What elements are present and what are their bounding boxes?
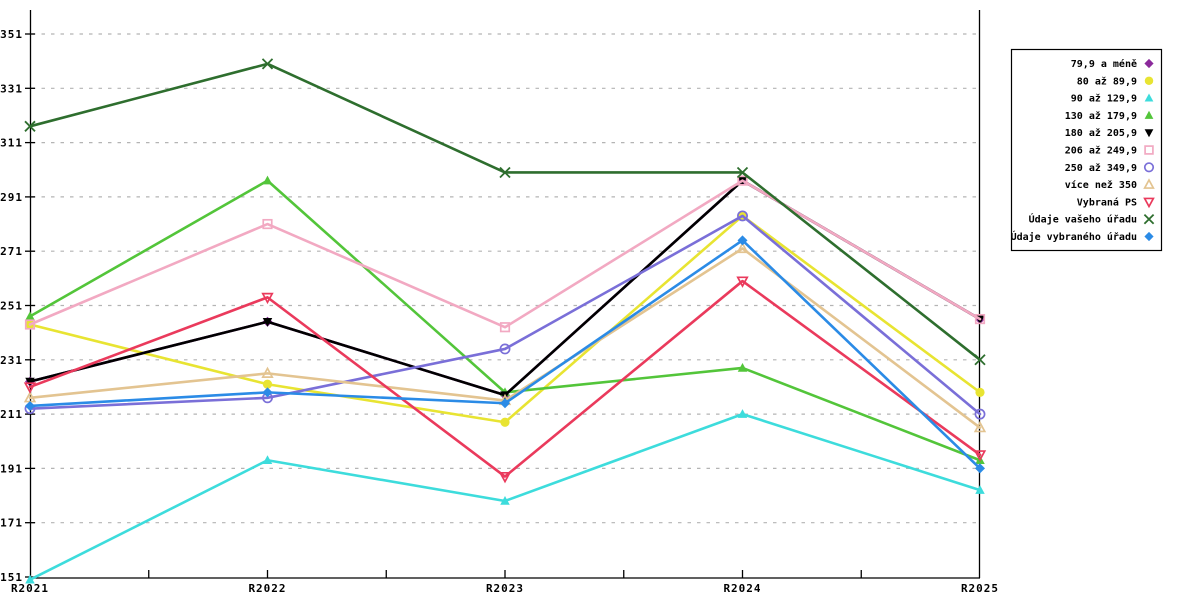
y-tick-label: 331 <box>0 82 23 95</box>
y-tick-label: 271 <box>0 245 23 258</box>
y-tick-label: 351 <box>0 28 23 41</box>
series-line <box>28 62 982 362</box>
data-point <box>262 175 273 185</box>
legend-label: 180 až 205,9 <box>1065 127 1137 139</box>
legend-label: více než 350 <box>1065 179 1137 191</box>
data-point <box>737 362 748 372</box>
x-tick-label: R2025 <box>961 582 999 595</box>
data-point <box>973 450 987 462</box>
triangle-down-legend-icon <box>1143 197 1155 209</box>
data-point <box>261 292 274 305</box>
y-tick-label: 211 <box>0 408 23 421</box>
legend-label: 79,9 a méně <box>1071 58 1137 70</box>
data-point <box>975 485 985 494</box>
x-tick-label: R2023 <box>486 582 524 595</box>
legend-label: Vybraná PS <box>1077 196 1137 208</box>
data-point <box>736 241 749 254</box>
data-point <box>24 120 36 132</box>
triangle-up-legend-icon <box>1143 178 1155 189</box>
diamond-legend-icon <box>1144 231 1154 242</box>
data-point <box>262 387 273 398</box>
legend-label: 250 až 349,9 <box>1065 162 1137 174</box>
diamond-legend-icon <box>1144 58 1154 69</box>
data-point <box>974 408 986 420</box>
y-tick-label: 151 <box>0 571 23 584</box>
data-point <box>737 175 748 186</box>
chart-legend <box>1010 48 1163 252</box>
data-point <box>23 382 37 394</box>
y-tick-label: 171 <box>0 517 23 530</box>
series-line <box>28 179 982 329</box>
circle-legend-icon <box>1144 76 1154 86</box>
data-point <box>736 276 749 288</box>
series-line <box>28 279 982 478</box>
data-point <box>500 495 510 505</box>
data-point <box>498 471 512 484</box>
legend-label: Údaje vašeho úřadu <box>1029 213 1137 226</box>
y-tick-label: 291 <box>0 191 23 204</box>
x-legend-icon <box>1143 213 1155 225</box>
triangle-down-legend-icon <box>1144 129 1154 138</box>
data-point <box>24 319 36 330</box>
data-point <box>499 343 511 355</box>
data-point <box>737 210 748 222</box>
x-tick-label: R2021 <box>11 582 49 595</box>
y-tick-label: 251 <box>0 300 23 313</box>
data-point <box>975 387 985 397</box>
data-point <box>25 574 35 584</box>
data-point <box>500 417 510 427</box>
data-point <box>973 420 987 433</box>
legend-label: 90 až 129,9 <box>1071 93 1137 105</box>
y-tick-label: 191 <box>0 462 23 475</box>
data-point <box>262 318 273 327</box>
data-point <box>737 235 748 246</box>
legend-label: 206 až 249,9 <box>1065 145 1137 157</box>
data-point <box>974 313 986 325</box>
x-tick-label: R2024 <box>723 582 761 595</box>
triangle-up-legend-icon <box>1144 93 1154 102</box>
circle-legend-icon <box>1143 162 1155 173</box>
data-point <box>25 377 35 387</box>
triangle-up-legend-icon <box>1144 110 1154 119</box>
data-point <box>974 354 986 366</box>
legend-label: 130 až 179,9 <box>1065 110 1137 122</box>
series-line <box>28 214 982 416</box>
data-point <box>499 322 511 333</box>
x-tick-label: R2022 <box>248 582 286 595</box>
y-tick-label: 311 <box>0 137 23 150</box>
data-point <box>499 166 511 179</box>
data-point <box>25 311 35 321</box>
data-point <box>500 398 510 409</box>
legend-label: Údaje vybraného úřadu <box>1011 230 1137 243</box>
data-point <box>262 218 273 230</box>
data-point <box>736 166 749 179</box>
data-point <box>262 379 273 389</box>
legend-label: 80 až 89,9 <box>1077 75 1137 87</box>
data-point <box>261 366 274 378</box>
data-point <box>737 409 748 418</box>
data-point <box>261 58 274 70</box>
data-point <box>25 400 35 411</box>
data-point <box>975 463 985 474</box>
square-legend-icon <box>1144 145 1154 155</box>
data-point <box>262 455 273 465</box>
y-tick-label: 231 <box>0 354 23 367</box>
